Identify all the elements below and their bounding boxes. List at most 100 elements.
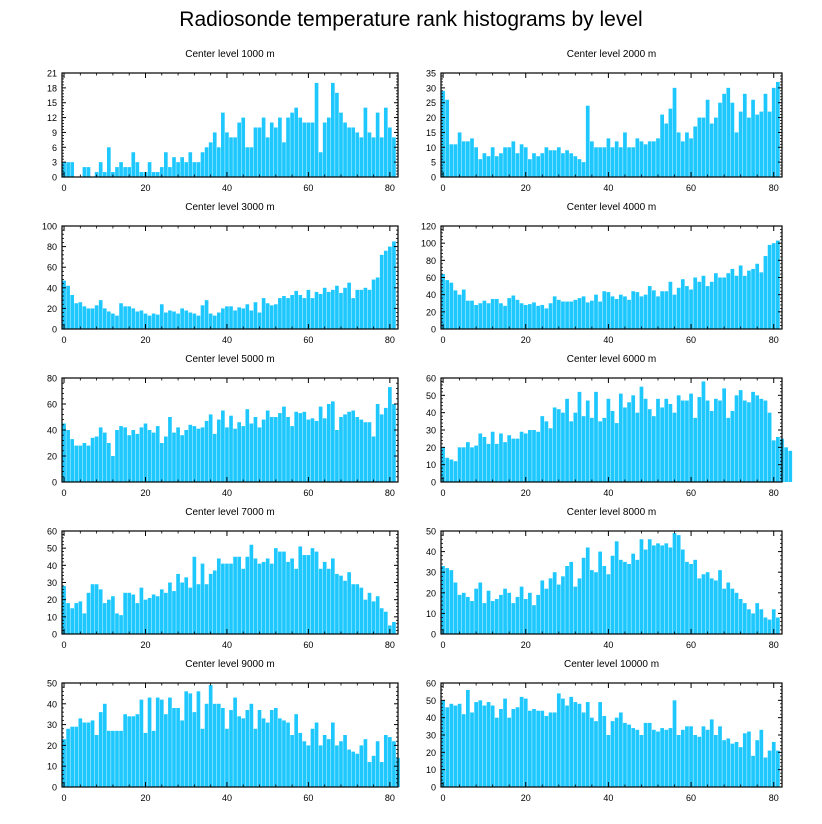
histogram-bar (290, 558, 294, 634)
histogram-bar (652, 416, 656, 482)
histogram-bar (237, 556, 241, 634)
histogram-bar (697, 281, 702, 329)
histogram-bar (331, 722, 335, 787)
histogram-bar (66, 430, 70, 482)
histogram-bar (298, 546, 303, 634)
histogram-bar (585, 302, 590, 329)
y-tick-label: 80 (426, 256, 436, 266)
histogram-bar (738, 747, 743, 787)
histogram-bar (755, 114, 760, 177)
y-tick-label: 20 (47, 452, 57, 462)
histogram-bar (647, 141, 652, 177)
histogram-bar (569, 696, 574, 787)
histogram-bar (718, 102, 722, 177)
y-tick-label: 12 (47, 113, 57, 123)
histogram-bar (598, 702, 602, 787)
histogram-bar (598, 301, 602, 329)
y-tick-label: 10 (426, 609, 436, 619)
x-tick-label: 80 (769, 793, 779, 803)
x-tick-label: 0 (62, 793, 67, 803)
x-tick-label: 80 (385, 640, 395, 650)
histogram-bar (265, 410, 270, 482)
histogram-bar (351, 410, 356, 482)
histogram-bar (573, 586, 578, 634)
histogram-bar (709, 719, 714, 787)
histogram-bar (643, 549, 648, 634)
histogram-bar (499, 709, 503, 787)
histogram-bar (208, 573, 213, 634)
histogram-bar (155, 697, 160, 787)
y-tick-label: 0 (52, 630, 57, 640)
histogram-bar (577, 159, 582, 177)
histogram-bar (676, 132, 681, 177)
histogram-bar (229, 710, 233, 787)
x-tick-label: 60 (686, 640, 696, 650)
histogram-bar (245, 304, 250, 329)
histogram-bar (62, 739, 66, 787)
y-tick-label: 35 (426, 69, 436, 79)
panel-frame (61, 72, 399, 178)
histogram-bar (363, 287, 368, 329)
histogram-bar (610, 721, 615, 787)
histogram-bar (241, 718, 246, 787)
histogram-bar (265, 722, 270, 787)
histogram-bar (747, 117, 751, 177)
histogram-bar (282, 720, 286, 787)
histogram-bar (253, 302, 258, 329)
histogram-bar (351, 127, 356, 177)
y-tick-label: 50 (426, 527, 436, 537)
histogram-bar (709, 578, 714, 634)
panel-title: Center level 6000 m (567, 354, 657, 365)
histogram-bar (66, 728, 70, 787)
histogram-bar (107, 147, 111, 177)
histogram-bar (523, 433, 528, 482)
histogram-bar (168, 697, 172, 787)
histogram-bar (552, 296, 557, 329)
histogram-bar (286, 722, 290, 787)
histogram-bar (631, 395, 636, 482)
histogram-bar (367, 132, 372, 177)
x-tick-label: 20 (140, 183, 150, 193)
histogram-bar (119, 426, 123, 482)
histogram-bar (233, 310, 237, 329)
histogram-bar (528, 159, 532, 177)
histogram-bar (119, 730, 123, 787)
histogram-bar (249, 423, 254, 482)
histogram-bar (318, 406, 323, 482)
histogram-bar (212, 132, 217, 177)
histogram-bar (123, 592, 127, 634)
histogram-bar (693, 277, 698, 329)
histogram-panel: Center level 5000 m 0 20 40 60 80 0 20 40 60 80 (47, 354, 399, 498)
histogram-bar (70, 726, 75, 787)
histogram-bar (339, 575, 343, 634)
histogram-bar (672, 412, 677, 482)
histogram-bar (351, 298, 356, 329)
histogram-bar (343, 414, 347, 482)
histogram-bar (680, 729, 685, 787)
histogram-bar (151, 313, 156, 329)
histogram-bar (528, 430, 532, 482)
histogram-bar (237, 716, 241, 787)
histogram-bar (701, 574, 706, 634)
histogram-bar (392, 741, 396, 787)
histogram-bar (151, 432, 156, 482)
x-tick-label: 60 (303, 793, 313, 803)
histogram-bar (631, 147, 636, 177)
histogram-bar (383, 407, 388, 482)
y-tick-label: 0 (431, 325, 436, 335)
y-tick-label: 60 (47, 527, 57, 537)
histogram-bar (326, 404, 331, 482)
y-tick-label: 0 (52, 783, 57, 793)
histogram-bar (318, 152, 323, 177)
histogram-bar (74, 445, 79, 482)
histogram-bar (482, 436, 487, 482)
histogram-bar (714, 398, 718, 482)
y-tick-label: 0 (431, 630, 436, 640)
histogram-bar (294, 411, 299, 482)
y-tick-label: 30 (426, 731, 436, 741)
histogram-panel: Center level 7000 m 0 10 20 30 40 50 60 0 20 40 60 8… (47, 507, 399, 650)
histogram-bar (143, 423, 148, 482)
histogram-bar (685, 561, 689, 634)
histogram-bar (767, 244, 772, 329)
histogram-bar (689, 138, 693, 177)
